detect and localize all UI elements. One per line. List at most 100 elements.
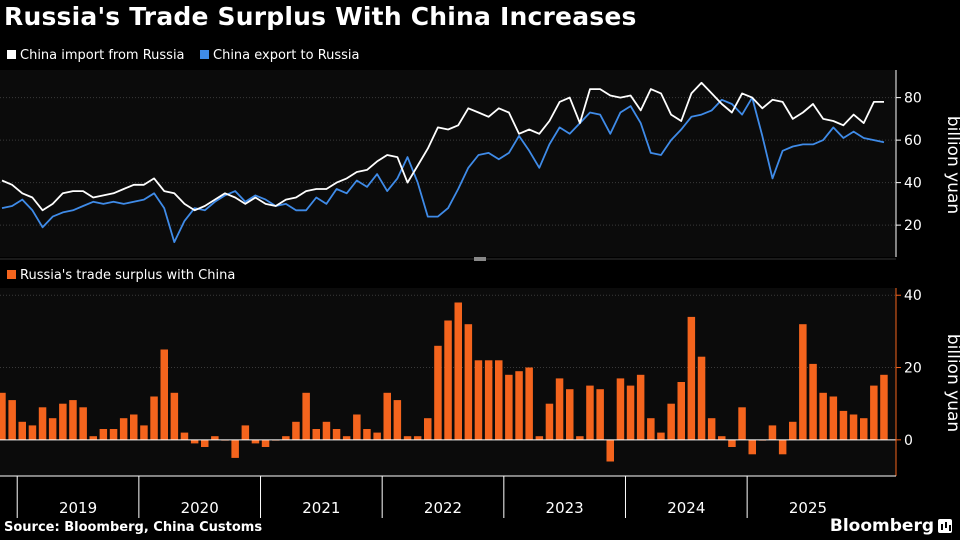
surplus-bar xyxy=(789,421,797,440)
surplus-bar xyxy=(728,439,736,447)
surplus-bar xyxy=(484,360,493,440)
chart-title: Russia's Trade Surplus With China Increa… xyxy=(4,2,637,31)
top-panel-y-axis-label: billion yuan xyxy=(943,116,960,214)
surplus-bar xyxy=(535,436,544,440)
year-label: 2025 xyxy=(789,499,827,517)
surplus-bar xyxy=(545,403,554,440)
surplus-bar xyxy=(353,414,361,440)
panel-resize-handle xyxy=(474,257,486,261)
surplus-bar xyxy=(636,374,645,440)
surplus-bar xyxy=(819,392,827,440)
surplus-bar xyxy=(373,432,381,440)
surplus-bar xyxy=(211,436,219,440)
top-panel-gridlines xyxy=(0,97,896,226)
surplus-bar xyxy=(109,429,118,440)
year-label: 2020 xyxy=(181,499,219,517)
surplus-bar xyxy=(363,429,371,440)
surplus-bar xyxy=(434,345,442,440)
top-panel-series xyxy=(1,81,885,244)
surplus-bar xyxy=(860,418,868,440)
x-axis-year-separators xyxy=(16,476,748,518)
surplus-bar xyxy=(393,400,402,440)
surplus-bar xyxy=(383,392,391,440)
surplus-bar xyxy=(474,360,483,440)
surplus-bar xyxy=(586,385,594,440)
surplus-bar xyxy=(647,418,655,440)
surplus-bar xyxy=(332,429,341,440)
surplus-bar xyxy=(454,302,462,440)
bottom-tick-label: 0 xyxy=(904,433,913,449)
surplus-bar xyxy=(119,418,128,440)
top-panel-background xyxy=(0,70,896,257)
surplus-bar xyxy=(444,320,452,440)
surplus-bar xyxy=(140,425,148,440)
surplus-bar xyxy=(89,436,97,440)
surplus-bar xyxy=(515,371,523,440)
surplus-bar xyxy=(322,421,331,440)
bar-chart-icon xyxy=(938,519,952,533)
surplus-bar xyxy=(677,382,685,440)
x-axis-year-labels: 2019 2020 2021 2022 2023 2024 2025 xyxy=(59,499,827,517)
surplus-bar xyxy=(261,439,270,447)
surplus-bar xyxy=(657,432,665,440)
year-label: 2022 xyxy=(424,499,462,517)
surplus-bar xyxy=(707,418,716,440)
surplus-bar xyxy=(566,389,574,440)
source-note: Source: Bloomberg, China Customs xyxy=(4,520,263,535)
legend-swatch-surplus xyxy=(7,270,16,279)
surplus-bar xyxy=(8,400,16,440)
surplus-bar xyxy=(28,425,37,440)
surplus-bar xyxy=(687,316,696,440)
surplus-bar xyxy=(231,439,239,458)
surplus-bar xyxy=(130,414,138,440)
surplus-bar xyxy=(829,396,838,440)
surplus-bar xyxy=(312,429,320,440)
surplus-bar xyxy=(870,385,878,440)
surplus-bar xyxy=(0,392,6,440)
surplus-bar xyxy=(576,436,584,440)
top-legend: China import from Russia China export to… xyxy=(7,48,360,63)
top-tick-label: 60 xyxy=(904,133,922,149)
surplus-bar xyxy=(555,378,564,440)
surplus-bar xyxy=(606,439,614,462)
surplus-bar xyxy=(718,436,726,440)
surplus-bar xyxy=(778,439,787,455)
surplus-bar xyxy=(292,421,300,440)
bottom-tick-label: 40 xyxy=(904,288,922,304)
surplus-bar xyxy=(849,414,858,440)
surplus-bar xyxy=(282,436,290,440)
surplus-bar xyxy=(251,439,260,444)
surplus-bar xyxy=(201,439,209,447)
surplus-bar xyxy=(413,436,422,440)
year-label: 2024 xyxy=(667,499,705,517)
surplus-bar xyxy=(403,436,412,440)
legend-swatch-export xyxy=(200,50,209,59)
surplus-bar xyxy=(38,407,47,440)
surplus-bar xyxy=(302,392,310,440)
year-label: 2019 xyxy=(59,499,97,517)
legend-label-surplus: Russia's trade surplus with China xyxy=(20,268,235,283)
surplus-bar xyxy=(880,374,888,440)
legend-label-export: China export to Russia xyxy=(213,48,360,63)
bottom-panel-y-axis-label: billion yuan xyxy=(943,334,960,432)
surplus-bar xyxy=(79,407,87,440)
surplus-bar xyxy=(505,374,513,440)
brand-name: Bloomberg xyxy=(829,516,934,536)
surplus-bar xyxy=(596,389,604,440)
legend-label-import: China import from Russia xyxy=(20,48,185,63)
surplus-bar xyxy=(809,363,817,440)
surplus-bar xyxy=(839,410,848,440)
surplus-bar xyxy=(48,418,57,440)
surplus-bar xyxy=(180,432,189,440)
bottom-panel-bars xyxy=(0,302,888,462)
surplus-bar xyxy=(69,400,77,440)
surplus-bar xyxy=(525,367,533,440)
surplus-bar xyxy=(241,425,250,440)
legend-swatch-import xyxy=(7,50,16,59)
bottom-legend: Russia's trade surplus with China xyxy=(7,268,235,283)
surplus-bar xyxy=(495,360,503,440)
surplus-bar xyxy=(160,349,168,440)
year-label: 2023 xyxy=(546,499,584,517)
series-line-export xyxy=(1,96,885,244)
